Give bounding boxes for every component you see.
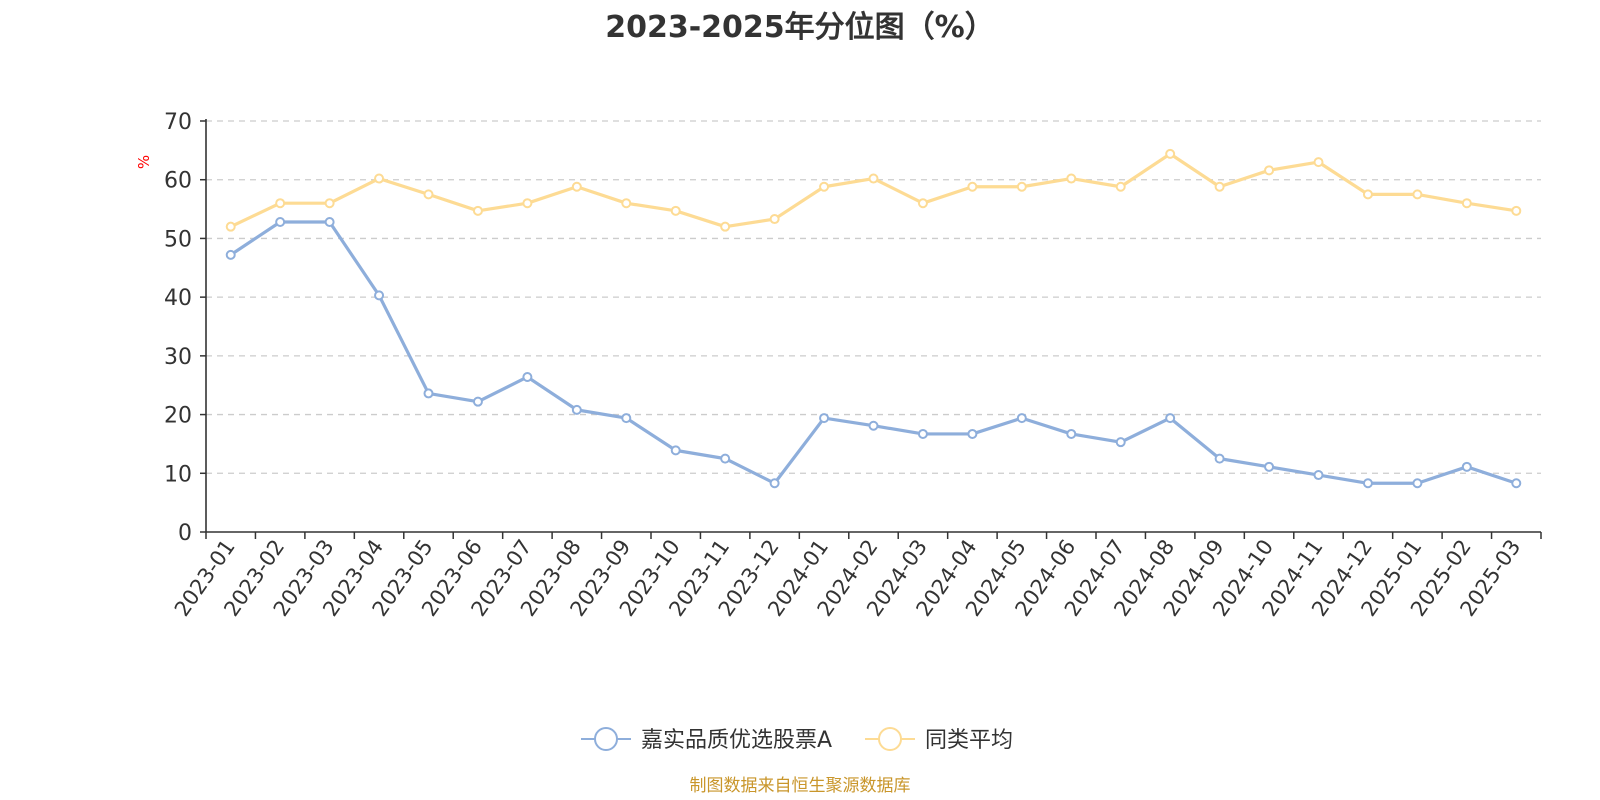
data-point-1-9 <box>670 205 681 216</box>
y-tick-label: 70 <box>164 110 192 135</box>
data-point-0-1 <box>275 216 286 227</box>
legend-label-0: 嘉实品质优选股票A <box>641 728 832 753</box>
y-axis-label: % <box>135 155 153 169</box>
data-point-0-19 <box>1165 413 1176 424</box>
data-point-1-24 <box>1412 189 1423 200</box>
data-point-1-14 <box>917 198 928 209</box>
data-point-1-18 <box>1115 181 1126 192</box>
data-point-1-26 <box>1511 205 1522 216</box>
data-point-0-25 <box>1461 461 1472 472</box>
data-point-0-7 <box>571 404 582 415</box>
data-point-0-20 <box>1214 453 1225 464</box>
data-point-1-10 <box>720 221 731 232</box>
legend-marker-0 <box>594 727 618 751</box>
data-point-0-22 <box>1313 470 1324 481</box>
data-point-1-20 <box>1214 181 1225 192</box>
data-point-1-6 <box>522 198 533 209</box>
series-line-0 <box>229 220 1517 485</box>
data-point-1-19 <box>1165 148 1176 159</box>
data-point-0-14 <box>917 428 928 439</box>
data-point-1-21 <box>1264 165 1275 176</box>
data-point-0-8 <box>621 413 632 424</box>
data-point-0-16 <box>1016 413 1027 424</box>
data-point-1-23 <box>1362 189 1373 200</box>
data-point-1-4 <box>423 189 434 200</box>
data-point-1-2 <box>324 198 335 209</box>
data-point-0-6 <box>522 371 533 382</box>
data-point-0-2 <box>324 216 335 227</box>
data-point-1-0 <box>225 221 236 232</box>
y-tick-label: 10 <box>164 462 192 487</box>
chart-title: 2023-2025年分位图（%） <box>605 10 995 45</box>
data-point-0-5 <box>472 396 483 407</box>
data-point-0-26 <box>1511 478 1522 489</box>
data-point-1-7 <box>571 181 582 192</box>
y-tick-label: 30 <box>164 345 192 370</box>
data-point-0-21 <box>1264 461 1275 472</box>
legend-marker-1 <box>878 727 902 751</box>
data-point-0-15 <box>967 428 978 439</box>
y-tick-label: 40 <box>164 286 192 311</box>
y-tick-label: 20 <box>164 404 192 429</box>
data-point-0-3 <box>374 290 385 301</box>
data-point-1-17 <box>1066 173 1077 184</box>
data-point-0-13 <box>868 420 879 431</box>
data-point-0-9 <box>670 445 681 456</box>
data-point-0-18 <box>1115 437 1126 448</box>
data-point-0-12 <box>819 413 830 424</box>
data-point-0-0 <box>225 249 236 260</box>
data-point-0-11 <box>769 478 780 489</box>
data-point-1-5 <box>472 205 483 216</box>
data-point-0-10 <box>720 453 731 464</box>
series-line-1 <box>230 152 1517 229</box>
data-point-1-22 <box>1313 157 1324 168</box>
data-point-1-25 <box>1461 198 1472 209</box>
data-point-0-24 <box>1412 478 1423 489</box>
data-point-0-17 <box>1066 428 1077 439</box>
data-point-1-1 <box>275 198 286 209</box>
data-point-0-23 <box>1362 478 1373 489</box>
data-point-1-13 <box>868 173 879 184</box>
source-note: 制图数据来自恒生聚源数据库 <box>689 776 911 796</box>
data-point-1-8 <box>621 198 632 209</box>
data-point-0-4 <box>423 388 434 399</box>
data-point-1-3 <box>374 173 385 184</box>
data-point-1-11 <box>769 214 780 225</box>
y-tick-label: 0 <box>178 521 192 546</box>
data-point-1-15 <box>967 181 978 192</box>
data-point-1-16 <box>1016 181 1027 192</box>
legend-label-1: 同类平均 <box>925 728 1013 753</box>
y-tick-label: 50 <box>164 227 192 252</box>
data-point-1-12 <box>819 181 830 192</box>
y-tick-label: 60 <box>164 169 192 194</box>
